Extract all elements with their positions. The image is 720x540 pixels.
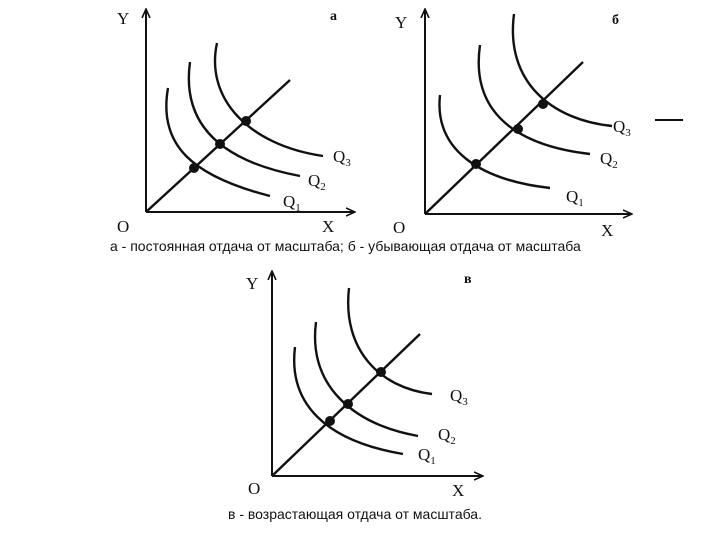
isoquant-q2 (313, 321, 419, 438)
point-q1 (189, 163, 199, 173)
isoquant-q1 (165, 87, 271, 198)
caption-panels-a-b: а - постоянная отдача от масштаба; б - у… (110, 238, 581, 254)
point-q2 (215, 139, 225, 149)
origin-label: O (248, 479, 260, 498)
scale-ray (424, 61, 584, 215)
panel-letter: в (464, 272, 472, 287)
point-q2 (343, 399, 353, 409)
axis-label-y: Y (117, 9, 129, 28)
curve-label-q2: Q2 (438, 425, 456, 447)
curve-label-q1: Q1 (283, 192, 301, 214)
point-q3 (376, 367, 386, 377)
curve-label-q3: Q3 (613, 117, 631, 139)
panel-letter: а (330, 9, 337, 24)
panel-letter: б (612, 13, 619, 28)
curve-label-q3: Q3 (333, 147, 351, 169)
curve-label-q2: Q2 (600, 149, 618, 171)
axis-label-x: X (322, 217, 334, 236)
panel-a: Y X O а Q1 Q2 Q3 (117, 9, 354, 236)
panel-c: Y X O в Q1 Q2 Q3 (246, 272, 482, 500)
curve-label-q3: Q3 (450, 386, 468, 408)
point-q2 (513, 124, 523, 134)
axis-label-y: Y (246, 274, 258, 293)
curve-label-q1: Q1 (418, 445, 436, 467)
isoquant-q1 (292, 346, 404, 456)
isoquant-q3 (346, 287, 433, 396)
isoquant-q3 (511, 13, 613, 128)
point-q3 (241, 116, 251, 126)
caption-panel-c: в - возрастающая отдача от масштаба. (228, 506, 482, 522)
curve-label-q2: Q2 (308, 171, 326, 193)
axis-label-x: X (601, 221, 613, 240)
axis-label-x: X (452, 481, 464, 500)
point-q1 (471, 159, 481, 169)
isoquant-q2 (187, 61, 301, 178)
axis-label-y: Y (395, 13, 407, 32)
point-q1 (325, 416, 335, 426)
origin-label: O (117, 217, 129, 236)
panel-b: Y X O б Q1 Q2 Q3 (393, 10, 631, 240)
origin-label: O (393, 218, 405, 237)
isoquant-q3 (213, 42, 324, 158)
stray-line (655, 119, 683, 121)
isoquant-q1 (438, 94, 551, 190)
point-q3 (538, 99, 548, 109)
curve-label-q1: Q1 (566, 187, 584, 209)
isoquant-q2 (477, 44, 591, 156)
